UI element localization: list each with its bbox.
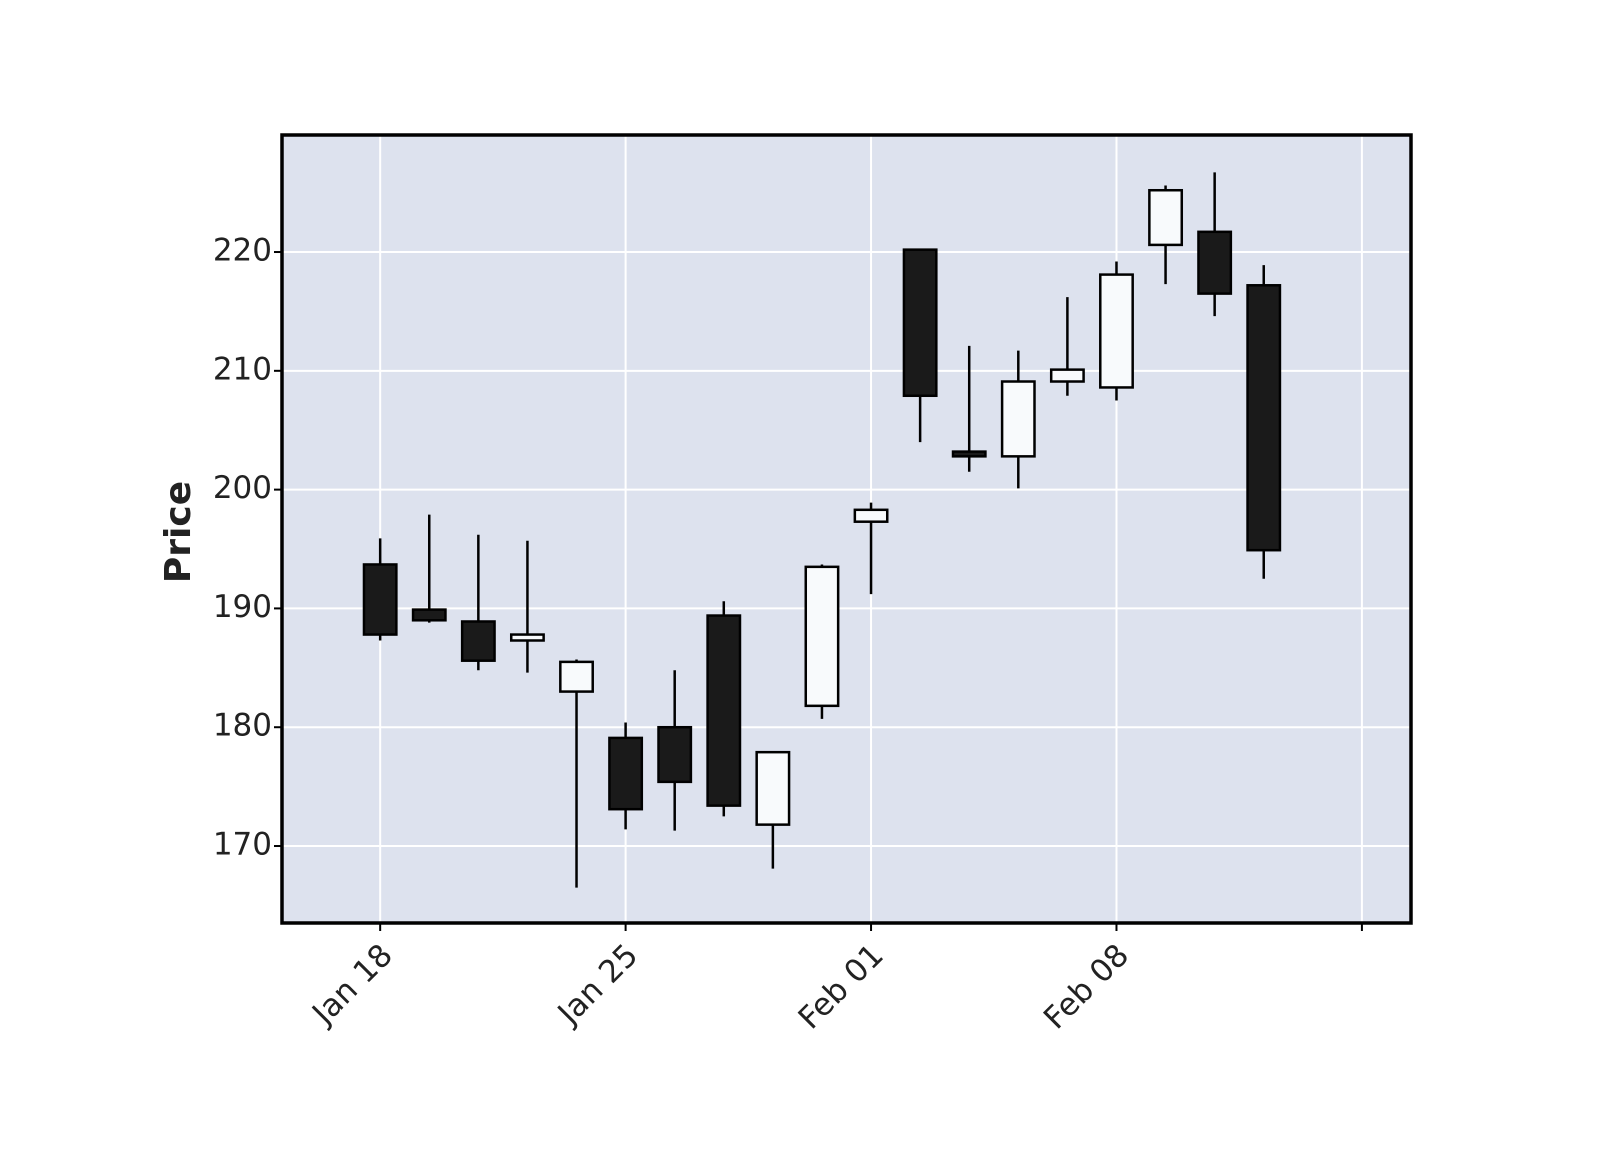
candle-body [1049, 368, 1085, 383]
y-tick-label: 200 [213, 470, 272, 506]
candle-body [657, 725, 693, 784]
plot-area [282, 135, 1411, 923]
candle-body [559, 660, 594, 693]
candle-body [411, 608, 447, 622]
candle-body [1246, 284, 1282, 552]
candle-body [1148, 188, 1184, 247]
y-tick-label: 220 [213, 233, 272, 269]
candle-body [362, 563, 398, 636]
x-tick-label: Jan 18 [304, 937, 400, 1033]
candle-body [1000, 380, 1036, 458]
y-tick-label: 170 [213, 827, 272, 863]
candle-body [1099, 273, 1134, 389]
candle-body [755, 750, 791, 826]
x-tick-label: Feb 01 [792, 937, 891, 1036]
y-tick-label: 180 [213, 708, 272, 744]
plot-frame [280, 133, 1413, 925]
candle-body [1197, 230, 1233, 295]
x-tick-label: Jan 25 [550, 937, 646, 1033]
candle-body [509, 633, 545, 642]
candle-body [608, 736, 644, 811]
candle-body [902, 248, 938, 398]
y-tick-label: 190 [213, 589, 272, 625]
candle-body [804, 565, 840, 708]
y-tick-label: 210 [213, 351, 272, 387]
candle-body [853, 508, 889, 523]
candle-body [460, 620, 496, 662]
y-axis-label: Price [158, 481, 199, 583]
candle-body [706, 614, 742, 807]
candle-body [951, 450, 987, 458]
x-tick-label: Feb 08 [1037, 937, 1136, 1036]
